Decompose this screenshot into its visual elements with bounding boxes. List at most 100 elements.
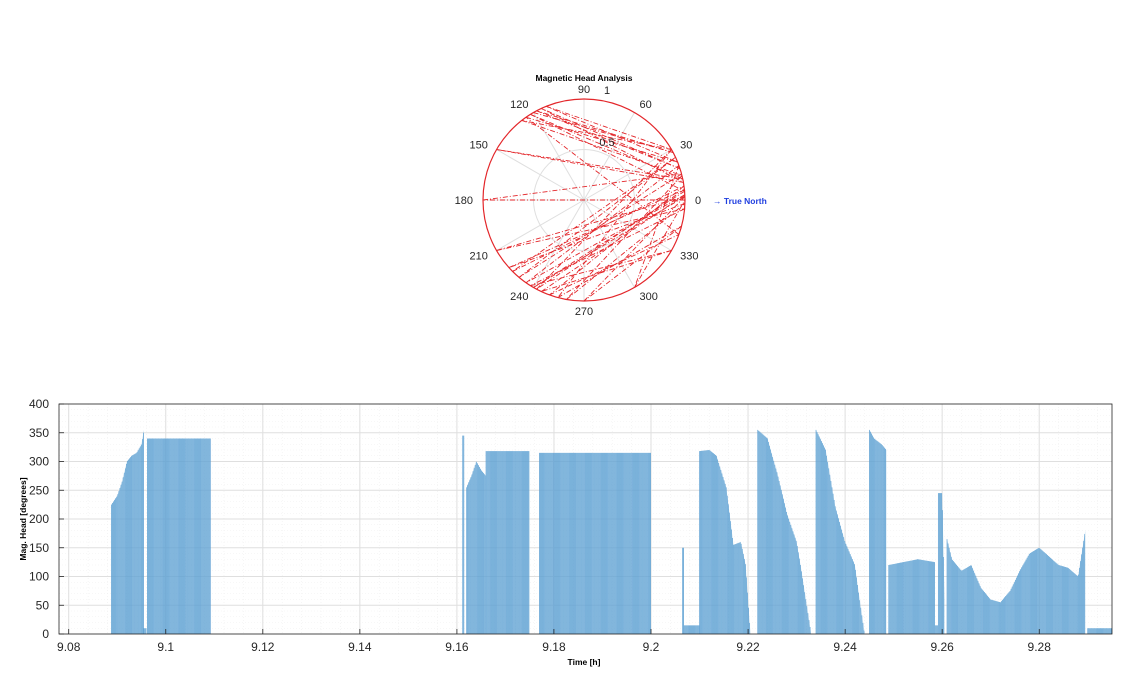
bar-segment-stems-7 (682, 547, 684, 634)
x-tick-label-9.18: 9.18 (542, 640, 566, 654)
polar-segment-30 (525, 116, 678, 163)
bar-segment-stems-13 (888, 559, 935, 634)
y-axis-label: Mag. Head [degrees] (18, 477, 28, 560)
y-tick-label-350: 350 (29, 426, 49, 440)
bar-chart-axes: 9.08 9.1 9.12 9.14 9.16 9.18 9.2 9.22 9.24 9.26 9.… (29, 397, 1113, 654)
polar-segment-6 (496, 149, 683, 180)
y-tick-label-300: 300 (29, 455, 49, 469)
x-tick-label-9.14: 9.14 (348, 640, 372, 654)
bar-segment-stems-17 (1087, 628, 1112, 634)
polar-segment-24 (518, 156, 676, 278)
polar-segment-27 (549, 185, 685, 296)
bar-segment-stems-1 (143, 628, 147, 634)
polar-spoke-330 (583, 199, 672, 251)
polar-segment-35 (566, 175, 683, 300)
polar-segment-44 (583, 196, 686, 302)
polar-segment-2 (536, 110, 681, 170)
bar-segment-stems-15 (937, 493, 944, 634)
y-tick-label-150: 150 (29, 541, 49, 555)
polar-spoke-150 (496, 149, 585, 201)
heading-bar-chart: 9.08 9.1 9.12 9.14 9.16 9.18 9.2 9.22 9.24 9.26 9.… (18, 397, 1113, 667)
polar-segment-16 (541, 194, 686, 292)
true-north-annotation: → True North (713, 196, 767, 206)
polar-heading-lines (482, 105, 686, 302)
polar-title: Magnetic Head Analysis (536, 73, 633, 83)
polar-segment-38 (508, 189, 685, 268)
x-tick-label-9.22: 9.22 (736, 640, 760, 654)
bar-segment-stems-3 (462, 435, 465, 634)
polar-segment-12 (496, 208, 685, 251)
bar-segment-stems-14 (934, 625, 939, 634)
x-tick-label-9.12: 9.12 (251, 640, 275, 654)
bar-segment-stems-6 (539, 452, 651, 634)
x-tick-label-9.16: 9.16 (445, 640, 469, 654)
polar-segment-13 (530, 208, 685, 287)
bar-segment-stems-4 (466, 461, 487, 634)
polar-segment-32 (546, 105, 672, 150)
polar-radius-tick-1: 1 (604, 85, 610, 97)
bar-segment-stems-16 (946, 534, 1086, 634)
polar-angle-tick-240: 240 (510, 291, 528, 303)
polar-segment-8 (530, 113, 685, 192)
polar-angle-tick-30: 30 (680, 140, 692, 152)
polar-segment-18 (525, 165, 680, 284)
bar-segment-area-13 (888, 559, 935, 634)
bar-segment-stems-12 (869, 429, 886, 634)
y-tick-label-0: 0 (42, 627, 49, 641)
y-tick-label-250: 250 (29, 483, 49, 497)
polar-angle-tick-120: 120 (510, 99, 528, 111)
bar-segment-stems-5 (485, 451, 530, 634)
bar-segment-stems-11 (815, 429, 865, 634)
polar-spoke-210 (496, 199, 585, 251)
polar-spoke-30 (583, 149, 672, 201)
polar-segment-25 (512, 156, 676, 272)
polar-radius-tick-0.5: 0.5 (599, 137, 614, 149)
polar-angle-tick-180: 180 (455, 195, 473, 207)
bar-segment-area-17 (1087, 628, 1112, 634)
bar-segment-stems-10 (757, 429, 811, 634)
polar-chart: Magnetic Head Analysis 0 30 60 90 120 150 180 2… (455, 73, 767, 318)
polar-angle-tick-90: 90 (578, 84, 590, 96)
polar-angle-tick-60: 60 (640, 99, 652, 111)
polar-angle-tick-210: 210 (470, 251, 488, 263)
x-tick-label-9.26: 9.26 (930, 640, 954, 654)
x-tick-label-9.1: 9.1 (157, 640, 174, 654)
polar-segment-26 (512, 185, 685, 272)
polar-segment-28 (549, 234, 680, 296)
y-tick-label-400: 400 (29, 397, 49, 411)
polar-segment-17 (525, 194, 686, 284)
polar-segment-14 (530, 250, 672, 287)
polar-angle-tick-0: 0 (695, 195, 701, 207)
bar-segment-area-14 (934, 625, 939, 634)
polar-angle-tick-300: 300 (640, 291, 658, 303)
x-axis-label: Time [h] (568, 657, 601, 667)
bar-segment-stems-9 (699, 450, 751, 634)
polar-segment-33 (521, 119, 672, 150)
polar-segment-41 (557, 149, 672, 298)
y-tick-label-50: 50 (36, 598, 50, 612)
polar-angle-tick-330: 330 (680, 251, 698, 263)
polar-segment-19 (634, 165, 680, 288)
x-tick-label-9.08: 9.08 (57, 640, 81, 654)
bar-segment-stems-8 (683, 625, 700, 634)
polar-segment-37 (508, 203, 686, 269)
polar-angle-tick-270: 270 (575, 306, 593, 318)
y-tick-label-200: 200 (29, 512, 49, 526)
polar-angle-ticks: 0 30 60 90 120 150 180 210 240 270 300 330 (455, 84, 701, 318)
polar-spoke-300 (583, 199, 635, 288)
polar-spoke-240 (533, 199, 585, 288)
polar-angle-tick-150: 150 (470, 140, 488, 152)
polar-segment-23 (518, 173, 682, 278)
polar-spoke-120 (533, 112, 585, 201)
polar-segment-36 (566, 203, 686, 300)
bar-segment-stems-2 (147, 438, 211, 634)
x-tick-label-9.24: 9.24 (833, 640, 857, 654)
bar-segment-stems-0 (111, 432, 144, 634)
x-tick-label-9.28: 9.28 (1028, 640, 1052, 654)
polar-segment-31 (545, 105, 678, 163)
polar-segment-40 (536, 149, 672, 290)
x-tick-label-9.2: 9.2 (643, 640, 660, 654)
polar-segment-15 (541, 250, 672, 292)
polar-segment-42 (557, 225, 682, 298)
